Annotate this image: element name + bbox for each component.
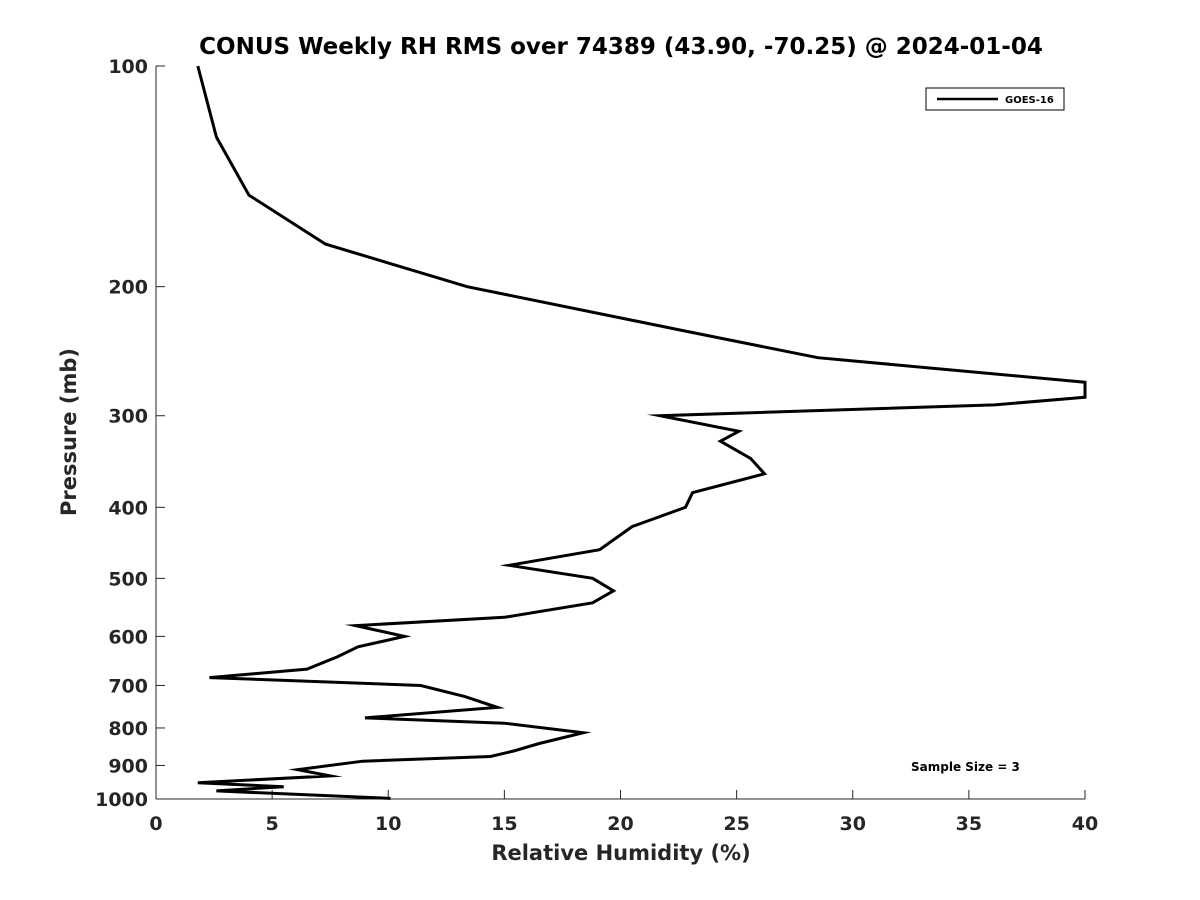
y-tick-label: 200: [108, 277, 148, 299]
y-tick-label: 700: [108, 675, 148, 697]
sample-size-annotation: Sample Size = 3: [911, 760, 1020, 774]
plot-area: 0 5 10 15 20 25 30 35 40 100 200 300 400 500 600 700 800…: [95, 56, 1098, 835]
y-tick-label: 300: [108, 406, 148, 428]
y-tick-label: 600: [108, 626, 148, 648]
x-tick-label: 20: [607, 813, 633, 835]
legend-label: GOES-16: [1005, 95, 1054, 106]
y-tick-label: 800: [108, 718, 148, 740]
x-tick-label: 35: [956, 813, 982, 835]
y-tick-label: 900: [108, 755, 148, 777]
x-tick-label: 15: [491, 813, 517, 835]
x-tick-label: 5: [266, 813, 279, 835]
y-tick-label: 400: [108, 497, 148, 519]
x-tick-label: 30: [840, 813, 866, 835]
chart-title: CONUS Weekly RH RMS over 74389 (43.90, -…: [199, 34, 1043, 60]
y-tick-label: 1000: [95, 789, 148, 811]
y-tick-label: 500: [108, 568, 148, 590]
x-tick-label: 0: [149, 813, 162, 835]
y-tick-label: 100: [108, 56, 148, 78]
y-axis-label: Pressure (mb): [57, 348, 81, 516]
series-line-goes-16: [196, 65, 1087, 800]
x-tick-label: 40: [1072, 813, 1098, 835]
x-tick-label: 10: [375, 813, 401, 835]
legend: GOES-16: [925, 87, 1065, 111]
x-axis-label: Relative Humidity (%): [491, 841, 750, 865]
x-tick-label: 25: [723, 813, 749, 835]
